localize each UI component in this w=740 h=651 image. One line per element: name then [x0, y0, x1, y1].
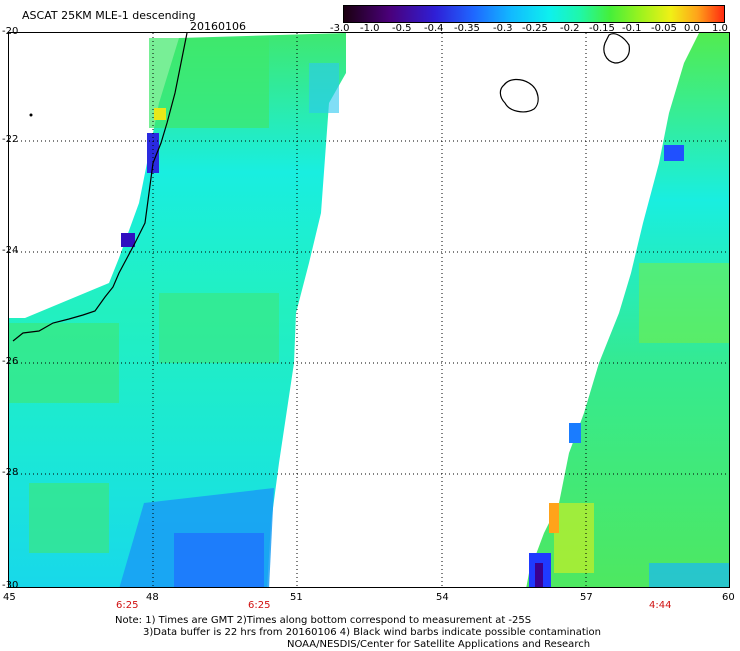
pass-time-label: 6:25: [248, 600, 271, 611]
high-wind-cell: [549, 503, 559, 533]
footnote: Note: 1) Times are GMT 2)Times along bot…: [115, 615, 601, 651]
lat-label: -26: [2, 356, 19, 367]
colorbar-label: -0.2: [560, 23, 580, 34]
low-wind-cell: [664, 145, 684, 161]
map-svg: [9, 33, 729, 587]
colorbar-label: -0.4: [424, 23, 444, 34]
wind-patch: [639, 263, 729, 343]
low-wind-cell: [121, 233, 135, 247]
lat-label: -30: [2, 580, 19, 591]
colorbar-label: -0.1: [622, 23, 642, 34]
wind-patch: [29, 483, 109, 553]
colorbar-label: -3.0: [330, 23, 350, 34]
lat-label: -22: [2, 134, 19, 145]
colorbar-label: -0.35: [454, 23, 480, 34]
colorbar-label: -0.3: [493, 23, 513, 34]
low-wind-area: [174, 533, 264, 587]
lat-label: -24: [2, 245, 19, 256]
low-wind-cell: [535, 563, 543, 587]
low-wind-area: [649, 563, 729, 587]
lon-label: 60: [722, 592, 735, 603]
high-wind-area: [554, 503, 594, 573]
map-date: 20160106: [190, 20, 246, 33]
pass-time-label: 4:44: [649, 600, 672, 611]
colorbar-label: 0.0: [684, 23, 700, 34]
graticule: [9, 33, 729, 587]
lon-label: 51: [290, 592, 303, 603]
colorbar-label: -0.5: [392, 23, 412, 34]
map-title: ASCAT 25KM MLE-1 descending: [22, 9, 196, 22]
colorbar-label: 1.0: [712, 23, 728, 34]
lat-label: -20: [2, 26, 19, 37]
lon-label: 48: [146, 592, 159, 603]
footnote-line-2: 3)Data buffer is 22 hrs from 20160106 4)…: [143, 627, 601, 638]
map-panel: [8, 32, 730, 588]
lon-label: 45: [3, 592, 16, 603]
colorbar: [343, 5, 725, 23]
lat-label: -28: [2, 467, 19, 478]
wind-patch: [149, 38, 269, 128]
wind-patch: [309, 63, 339, 113]
high-wind-cell: [154, 108, 166, 120]
colorbar-label: -0.05: [651, 23, 677, 34]
wind-patch: [9, 323, 119, 403]
low-wind-cell: [569, 423, 581, 443]
reunion-island: [499, 78, 539, 113]
colorbar-label: -0.15: [589, 23, 615, 34]
lon-label: 57: [580, 592, 593, 603]
east-swath: [526, 33, 729, 587]
wind-patch: [159, 293, 279, 363]
small-island: [29, 113, 33, 117]
footnote-line-3: NOAA/NESDIS/Center for Satellite Applica…: [287, 639, 591, 650]
lon-label: 54: [436, 592, 449, 603]
coastline: [12, 33, 188, 342]
pass-time-label: 6:25: [116, 600, 139, 611]
footnote-line-1: Note: 1) Times are GMT 2)Times along bot…: [115, 615, 532, 626]
colorbar-label: -0.25: [522, 23, 548, 34]
mauritius-island: [603, 33, 630, 64]
colorbar-label: -1.0: [360, 23, 380, 34]
